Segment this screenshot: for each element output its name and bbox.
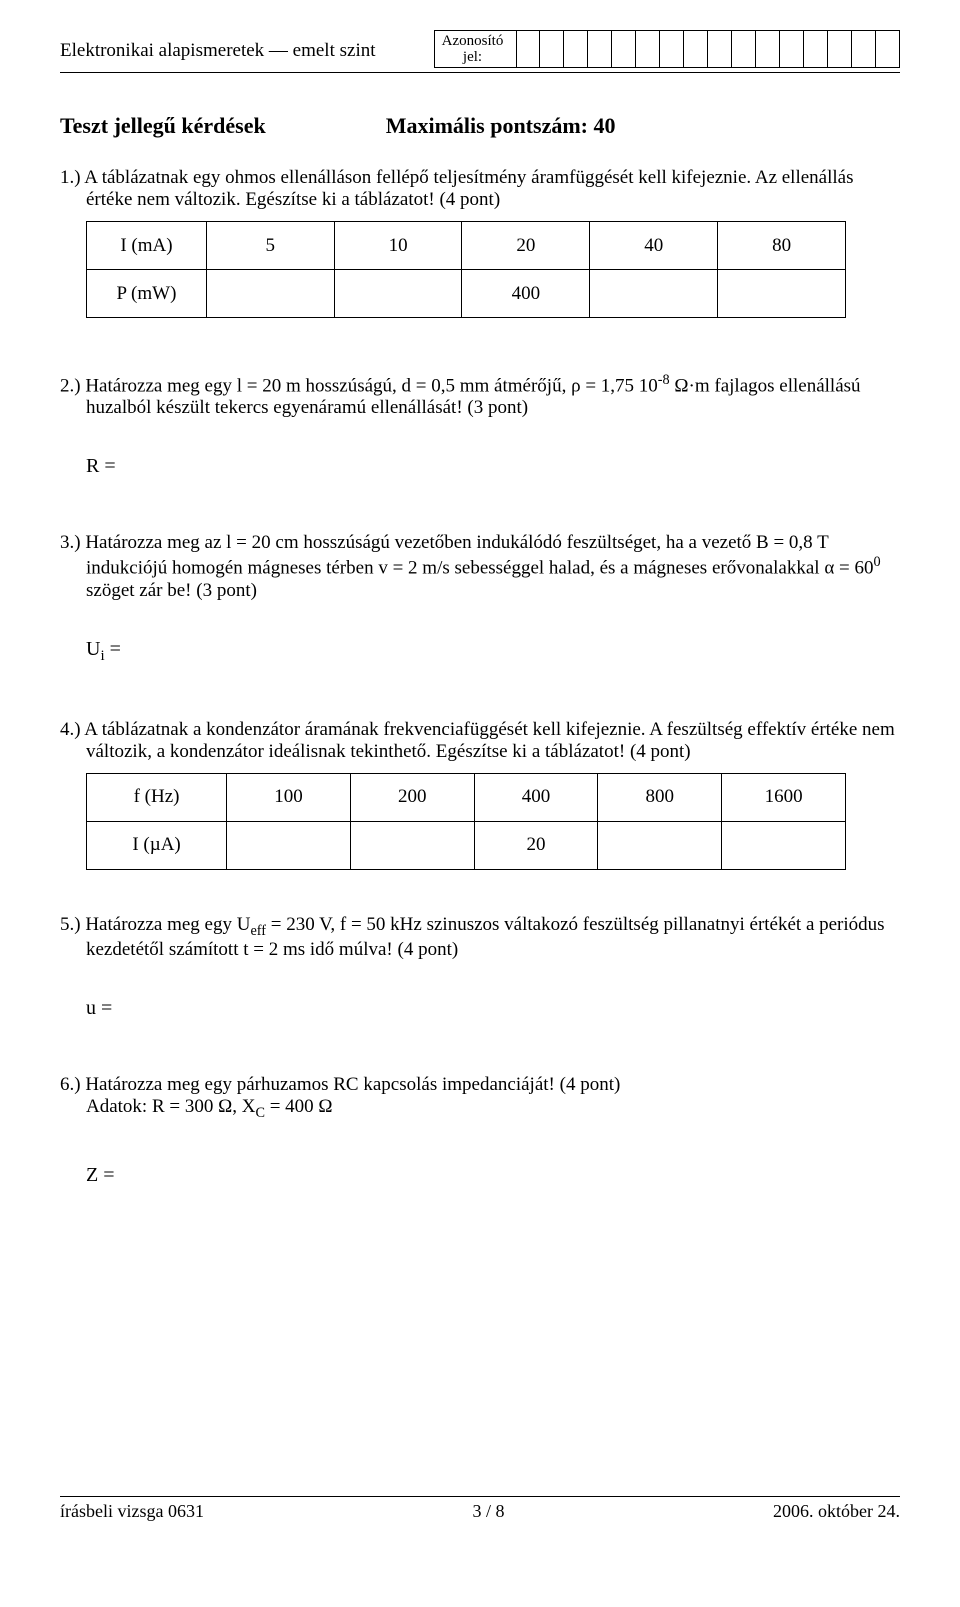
table-cell (722, 821, 846, 869)
id-cell (540, 30, 564, 68)
table-cell: 1600 (722, 773, 846, 821)
table-row: f (Hz) 100 200 400 800 1600 (87, 773, 846, 821)
id-cell (828, 30, 852, 68)
table-cell: 10 (334, 222, 462, 270)
id-label-1: Azonosító (435, 33, 510, 50)
section-left: Teszt jellegű kérdések (60, 113, 266, 139)
table-cell (598, 821, 722, 869)
table-cell (590, 270, 718, 318)
id-cell (732, 30, 756, 68)
table-row: P (mW) 400 (87, 270, 846, 318)
table-cell: 100 (227, 773, 351, 821)
id-cell (660, 30, 684, 68)
id-cell (516, 30, 540, 68)
id-label-box: Azonosító jel: (434, 30, 516, 68)
q1-table: I (mA) 5 10 20 40 80 P (mW) 400 (86, 221, 846, 318)
table-cell: 400 (474, 773, 598, 821)
table-cell: 200 (350, 773, 474, 821)
id-cell (588, 30, 612, 68)
table-cell: 800 (598, 773, 722, 821)
table-cell (334, 270, 462, 318)
q6-data: Adatok: R = 300 Ω, XC = 400 Ω (86, 1096, 900, 1122)
question-6: 6.) Határozza meg egy párhuzamos RC kapc… (60, 1074, 900, 1187)
id-cell (684, 30, 708, 68)
q2-text: 2.) Határozza meg egy l = 20 m hosszúság… (86, 372, 900, 419)
q3-text: 3.) Határozza meg az l = 20 cm hosszúság… (86, 532, 900, 601)
table-cell (227, 821, 351, 869)
id-cell (636, 30, 660, 68)
q1-row1-label: I (mA) (87, 222, 207, 270)
question-4: 4.) A táblázatnak a kondenzátor áramának… (60, 719, 900, 870)
header-title: Elektronikai alapismeretek — emelt szint (60, 30, 376, 62)
table-cell: 80 (718, 222, 846, 270)
table-cell: 5 (206, 222, 334, 270)
page-footer: írásbeli vizsga 0631 3 / 8 2006. október… (60, 1496, 900, 1522)
section-heading: Teszt jellegű kérdések Maximális pontszá… (60, 113, 900, 139)
q1-row2-label: P (mW) (87, 270, 207, 318)
question-3: 3.) Határozza meg az l = 20 cm hosszúság… (60, 532, 900, 664)
q3-formula: Ui = (86, 638, 900, 665)
q5-formula: u = (86, 997, 900, 1020)
q2-formula: R = (86, 455, 900, 478)
table-cell: 40 (590, 222, 718, 270)
question-5: 5.) Határozza meg egy Ueff = 230 V, f = … (60, 914, 900, 1021)
table-cell (718, 270, 846, 318)
table-cell (206, 270, 334, 318)
q5-text: 5.) Határozza meg egy Ueff = 230 V, f = … (86, 914, 900, 962)
id-block: Azonosító jel: (434, 30, 900, 68)
id-cell (804, 30, 828, 68)
table-cell: 20 (462, 222, 590, 270)
page-header: Elektronikai alapismeretek — emelt szint… (60, 30, 900, 73)
id-cell (852, 30, 876, 68)
section-right: Maximális pontszám: 40 (386, 113, 616, 139)
id-cell (564, 30, 588, 68)
q4-table: f (Hz) 100 200 400 800 1600 I (µA) 20 (86, 773, 846, 870)
q4-row2-label: I (µA) (87, 821, 227, 869)
id-cell (756, 30, 780, 68)
q6-text: 6.) Határozza meg egy párhuzamos RC kapc… (86, 1074, 900, 1096)
q6-formula: Z = (86, 1164, 900, 1187)
question-2: 2.) Határozza meg egy l = 20 m hosszúság… (60, 372, 900, 478)
question-1: 1.) A táblázatnak egy ohmos ellenálláson… (60, 167, 900, 318)
id-label-2: jel: (435, 49, 510, 66)
table-cell (350, 821, 474, 869)
q4-text: 4.) A táblázatnak a kondenzátor áramának… (86, 719, 900, 763)
id-cell (780, 30, 804, 68)
id-cell (708, 30, 732, 68)
table-cell: 400 (462, 270, 590, 318)
id-cell (876, 30, 900, 68)
id-cell (612, 30, 636, 68)
footer-center: 3 / 8 (472, 1501, 504, 1522)
q1-text: 1.) A táblázatnak egy ohmos ellenálláson… (86, 167, 900, 211)
footer-left: írásbeli vizsga 0631 (60, 1501, 204, 1522)
q4-row1-label: f (Hz) (87, 773, 227, 821)
footer-right: 2006. október 24. (773, 1501, 900, 1522)
id-cells (516, 30, 900, 68)
table-row: I (mA) 5 10 20 40 80 (87, 222, 846, 270)
table-row: I (µA) 20 (87, 821, 846, 869)
table-cell: 20 (474, 821, 598, 869)
